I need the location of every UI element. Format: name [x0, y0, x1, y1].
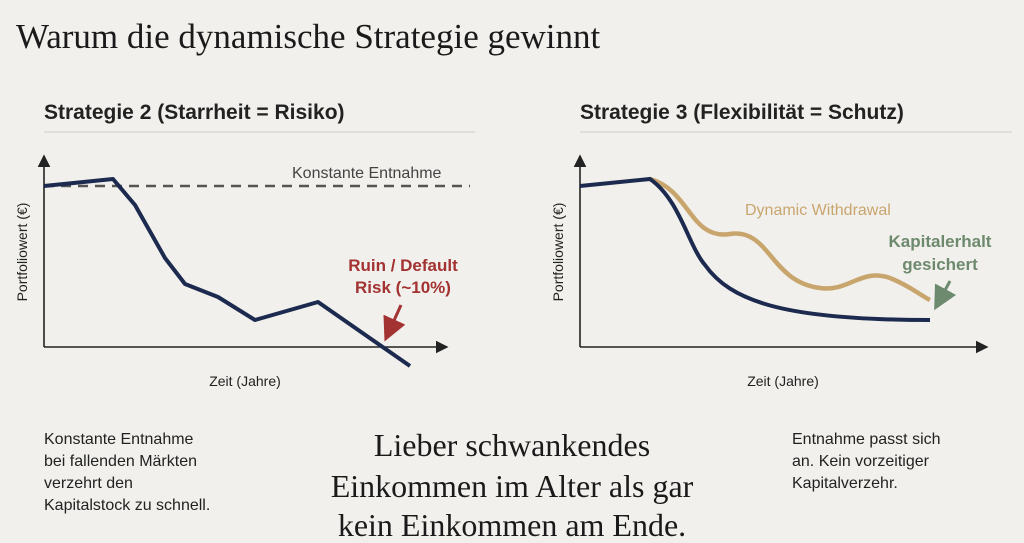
line-label: Konstante Entnahme: [292, 165, 442, 182]
note-line: Kapitalverzehr.: [792, 475, 898, 492]
note-line: Entnahme passt sich: [792, 431, 941, 448]
panel-heading: Strategie 3 (Flexibilität = Schutz): [580, 101, 904, 124]
line-label: Dynamic Withdrawal: [745, 202, 891, 219]
annotation-arrow: [383, 304, 406, 342]
right-note: Entnahme passt sich an. Kein vorzeitiger…: [792, 431, 941, 492]
quote-line: Lieber schwankendes: [374, 427, 650, 463]
annotation: Risk (~10%): [355, 278, 451, 297]
quote: Lieber schwankendes Einkommen im Alter a…: [331, 427, 694, 543]
y-label: Portfoliowert (€): [14, 203, 30, 302]
dynamic-line: [649, 176, 932, 303]
quote-line: Einkommen im Alter als gar: [331, 468, 694, 504]
note-line: an. Kein vorzeitiger: [792, 453, 930, 470]
annotation: gesichert: [902, 255, 978, 274]
portfolio-line: [43, 177, 412, 368]
note-line: bei fallenden Märkten: [44, 453, 197, 470]
y-label: Portfoliowert (€): [550, 203, 566, 302]
x-label: Zeit (Jahre): [209, 373, 281, 389]
left-note: Konstante Entnahme bei fallenden Märkten…: [44, 431, 210, 514]
panel-heading: Strategie 2 (Starrheit = Risiko): [44, 101, 345, 124]
x-label: Zeit (Jahre): [747, 373, 819, 389]
note-line: Konstante Entnahme: [44, 431, 194, 448]
quote-line: kein Einkommen am Ende.: [338, 507, 686, 543]
annotation: Ruin / Default: [348, 256, 458, 275]
annotation: Kapitalerhalt: [889, 232, 992, 251]
note-line: verzehrt den: [44, 475, 133, 492]
note-line: Kapitalstock zu schnell.: [44, 497, 210, 514]
portfolio-line: [579, 176, 931, 322]
title: Warum die dynamische Strategie gewinnt: [16, 17, 601, 56]
annotation-arrow: [934, 280, 957, 311]
